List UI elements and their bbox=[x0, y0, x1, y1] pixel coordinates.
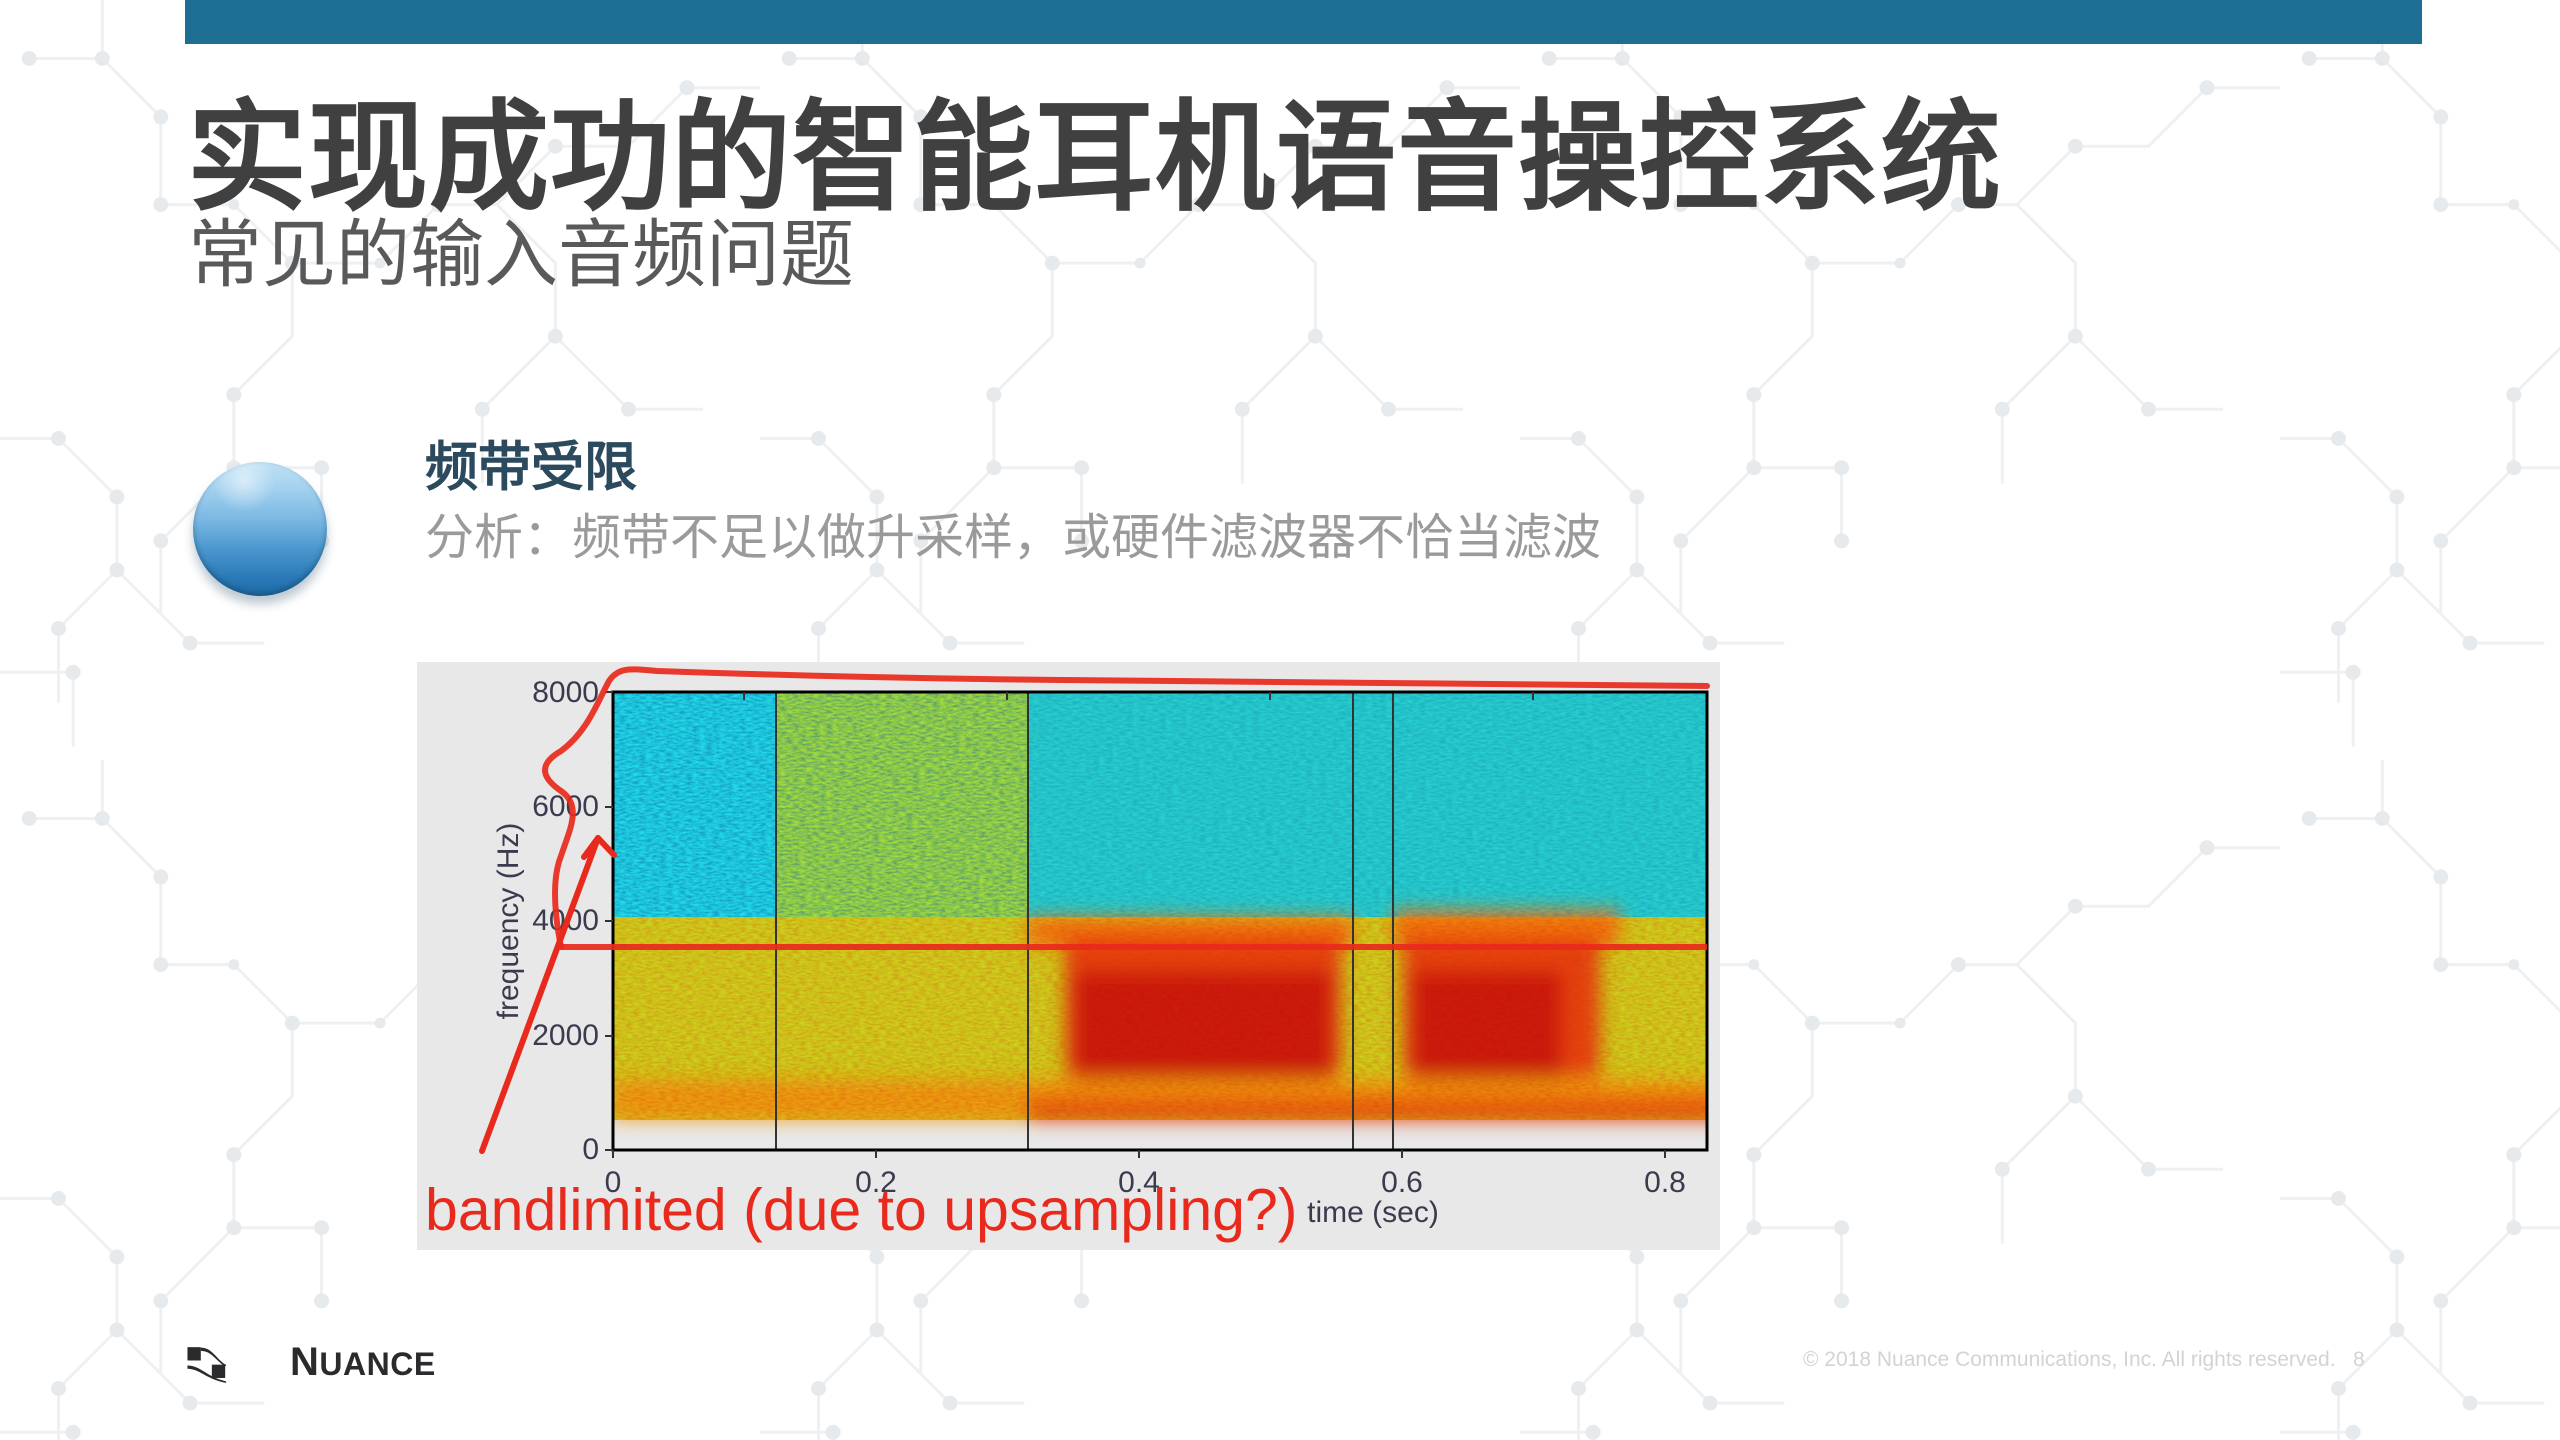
svg-text:0: 0 bbox=[582, 1133, 599, 1166]
svg-text:frequency (Hz): frequency (Hz) bbox=[492, 823, 525, 1020]
svg-text:0.6: 0.6 bbox=[1381, 1166, 1423, 1199]
svg-text:time (sec): time (sec) bbox=[1307, 1196, 1439, 1229]
svg-text:0.8: 0.8 bbox=[1644, 1166, 1686, 1199]
svg-text:8000: 8000 bbox=[532, 676, 599, 709]
svg-text:bandlimited (due to upsampling: bandlimited (due to upsampling?) bbox=[425, 1177, 1297, 1243]
svg-text:2000: 2000 bbox=[532, 1019, 599, 1052]
